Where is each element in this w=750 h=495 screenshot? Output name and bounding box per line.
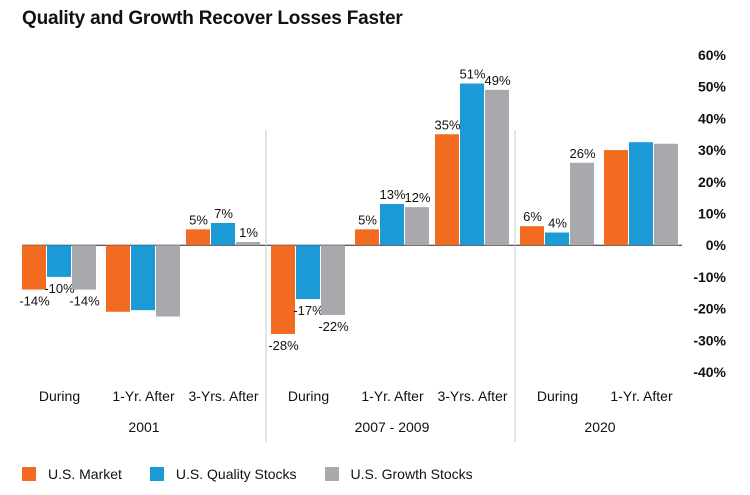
data-label: -17% (293, 303, 324, 318)
bar-growth (321, 245, 345, 315)
bar-growth (485, 89, 509, 246)
legend-label-growth: U.S. Growth Stocks (350, 466, 473, 482)
data-label: 4% (548, 216, 567, 231)
bar-growth (72, 245, 96, 290)
legend-label-quality: U.S. Quality Stocks (175, 466, 297, 482)
y-tick-label: -10% (693, 269, 726, 285)
bar-quality (545, 232, 569, 246)
category-label: 3-Yrs. After (437, 388, 507, 404)
bar-market (520, 226, 544, 246)
data-label: 7% (214, 206, 233, 221)
y-tick-label: 50% (698, 79, 727, 95)
data-label: 13% (379, 187, 405, 202)
y-tick-label: 60% (698, 47, 727, 63)
y-tick-label: 20% (698, 174, 727, 190)
legend-swatch-growth (324, 467, 339, 481)
data-label: 51% (459, 67, 485, 82)
chart-title: Quality and Growth Recover Losses Faster (22, 8, 403, 29)
legend-item-market: U.S. Market (22, 466, 122, 482)
bar-quality (131, 245, 155, 311)
data-label: -14% (69, 294, 100, 309)
legend-swatch-market (22, 467, 36, 481)
bar-quality (460, 83, 484, 246)
data-label: 26% (569, 146, 595, 161)
bar-growth (654, 143, 678, 246)
category-label: 1-Yr. After (610, 388, 673, 404)
data-label: 6% (523, 209, 542, 224)
data-label: 49% (484, 73, 510, 88)
bar-market (604, 150, 628, 246)
y-tick-label: 40% (698, 110, 727, 126)
y-tick-label: -40% (693, 364, 726, 380)
data-label: -10% (44, 281, 75, 296)
category-label: During (537, 388, 578, 404)
y-tick-label: 30% (698, 142, 727, 158)
category-label: 1-Yr. After (112, 388, 175, 404)
data-label: -22% (318, 319, 349, 334)
data-label: 5% (358, 212, 377, 227)
y-tick-label: 10% (698, 206, 727, 222)
bar-market (22, 245, 46, 290)
bar-market (435, 134, 459, 246)
period-label: 2020 (584, 419, 615, 435)
bar-quality (629, 142, 653, 246)
data-label: 1% (239, 225, 258, 240)
bar-quality (380, 203, 404, 246)
y-tick-label: -20% (693, 301, 726, 317)
category-label: During (39, 388, 80, 404)
data-label: 12% (404, 190, 430, 205)
legend-label-market: U.S. Market (48, 466, 122, 482)
bar-market (355, 229, 379, 246)
category-label: 3-Yrs. After (188, 388, 258, 404)
bar-quality (47, 245, 71, 277)
bar-growth (405, 207, 429, 246)
bar-market (106, 245, 130, 312)
category-label: During (288, 388, 329, 404)
period-label: 2007 - 2009 (355, 419, 430, 435)
legend-swatch-quality (149, 467, 164, 481)
bar-market (186, 229, 210, 246)
y-tick-label: -30% (693, 332, 726, 348)
category-label: 1-Yr. After (361, 388, 424, 404)
bar-market (271, 245, 295, 334)
data-label: -28% (268, 338, 299, 353)
y-tick-label: 0% (706, 237, 727, 253)
bar-growth (236, 242, 260, 246)
bar-quality (211, 223, 235, 246)
data-label: 35% (434, 117, 460, 132)
legend-item-quality: U.S. Quality Stocks (149, 466, 297, 482)
data-label: -14% (19, 294, 50, 309)
data-label: 5% (189, 212, 208, 227)
period-label: 2001 (128, 419, 159, 435)
chart-legend: U.S. Market U.S. Quality Stocks U.S. Gro… (22, 466, 501, 482)
bar-growth (156, 245, 180, 317)
bar-quality (296, 245, 320, 300)
legend-item-growth: U.S. Growth Stocks (324, 466, 473, 482)
bar-growth (570, 162, 594, 246)
